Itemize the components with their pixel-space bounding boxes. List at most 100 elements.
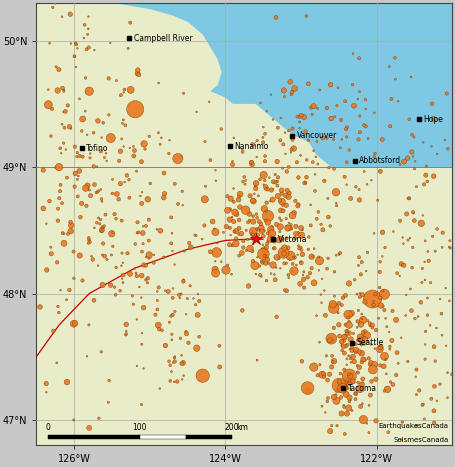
Point [263, 107, 270, 115]
Point [259, 241, 266, 248]
Point [345, 314, 352, 321]
Point [281, 260, 288, 267]
Point [174, 155, 182, 163]
Point [424, 248, 431, 255]
Point [84, 131, 91, 139]
Point [146, 133, 153, 140]
Point [357, 321, 364, 328]
Point [174, 200, 182, 208]
Point [199, 372, 206, 379]
Point [370, 301, 377, 309]
Point [253, 214, 261, 221]
Point [413, 366, 420, 373]
Point [57, 149, 65, 157]
Point [324, 134, 331, 142]
Point [81, 21, 88, 28]
Point [206, 98, 213, 106]
Point [267, 270, 274, 277]
Point [273, 14, 280, 21]
Point [162, 342, 169, 349]
Point [61, 240, 68, 247]
Point [71, 183, 78, 191]
Point [381, 387, 388, 395]
Point [327, 81, 334, 88]
Point [277, 114, 284, 122]
Point [328, 335, 335, 342]
Point [354, 369, 362, 376]
Point [285, 193, 292, 201]
Point [356, 293, 364, 301]
Point [224, 192, 231, 200]
Point [139, 240, 147, 248]
Point [90, 297, 97, 304]
Point [387, 378, 394, 386]
Point [226, 216, 233, 223]
Point [124, 249, 131, 257]
Point [384, 429, 392, 436]
Point [235, 231, 243, 238]
Point [267, 91, 274, 99]
Point [85, 13, 92, 21]
Point [274, 124, 282, 132]
Point [295, 242, 302, 249]
Point [120, 143, 127, 150]
Point [358, 349, 365, 357]
Point [386, 343, 394, 350]
Point [193, 345, 200, 352]
Point [436, 381, 444, 388]
Point [434, 150, 441, 158]
Point [295, 174, 302, 181]
Point [404, 195, 412, 202]
Point [273, 264, 280, 271]
Point [355, 136, 362, 143]
Point [80, 34, 87, 42]
Point [257, 271, 264, 279]
Point [421, 276, 429, 283]
Point [443, 90, 450, 97]
Point [253, 225, 260, 233]
Point [40, 166, 47, 174]
Point [360, 168, 368, 175]
Point [345, 329, 353, 337]
Point [324, 195, 332, 202]
Point [83, 45, 90, 53]
Point [264, 212, 272, 220]
Point [335, 321, 343, 328]
Point [112, 291, 119, 298]
Point [160, 194, 167, 201]
Point [83, 202, 90, 210]
Point [298, 112, 305, 119]
Point [376, 258, 384, 266]
Point [186, 239, 193, 247]
Point [227, 195, 234, 202]
Point [135, 71, 142, 78]
Point [155, 129, 162, 136]
Point [262, 183, 269, 191]
Point [443, 342, 450, 349]
Point [290, 209, 298, 217]
Point [313, 215, 320, 223]
Point [158, 134, 165, 142]
Point [167, 377, 174, 385]
Point [323, 352, 330, 360]
Point [369, 321, 376, 329]
Point [349, 378, 357, 385]
Point [285, 163, 292, 170]
Point [150, 251, 157, 259]
Point [355, 307, 362, 314]
Point [399, 418, 406, 426]
Point [113, 190, 121, 198]
Point [343, 133, 350, 141]
Point [441, 136, 449, 144]
Point [400, 158, 408, 165]
Point [300, 276, 307, 283]
Point [310, 279, 318, 287]
Point [350, 378, 357, 386]
Point [47, 243, 55, 251]
Point [259, 259, 266, 267]
Point [119, 259, 126, 267]
Point [290, 145, 298, 152]
Point [433, 324, 440, 332]
Point [335, 379, 342, 387]
Point [258, 224, 265, 232]
